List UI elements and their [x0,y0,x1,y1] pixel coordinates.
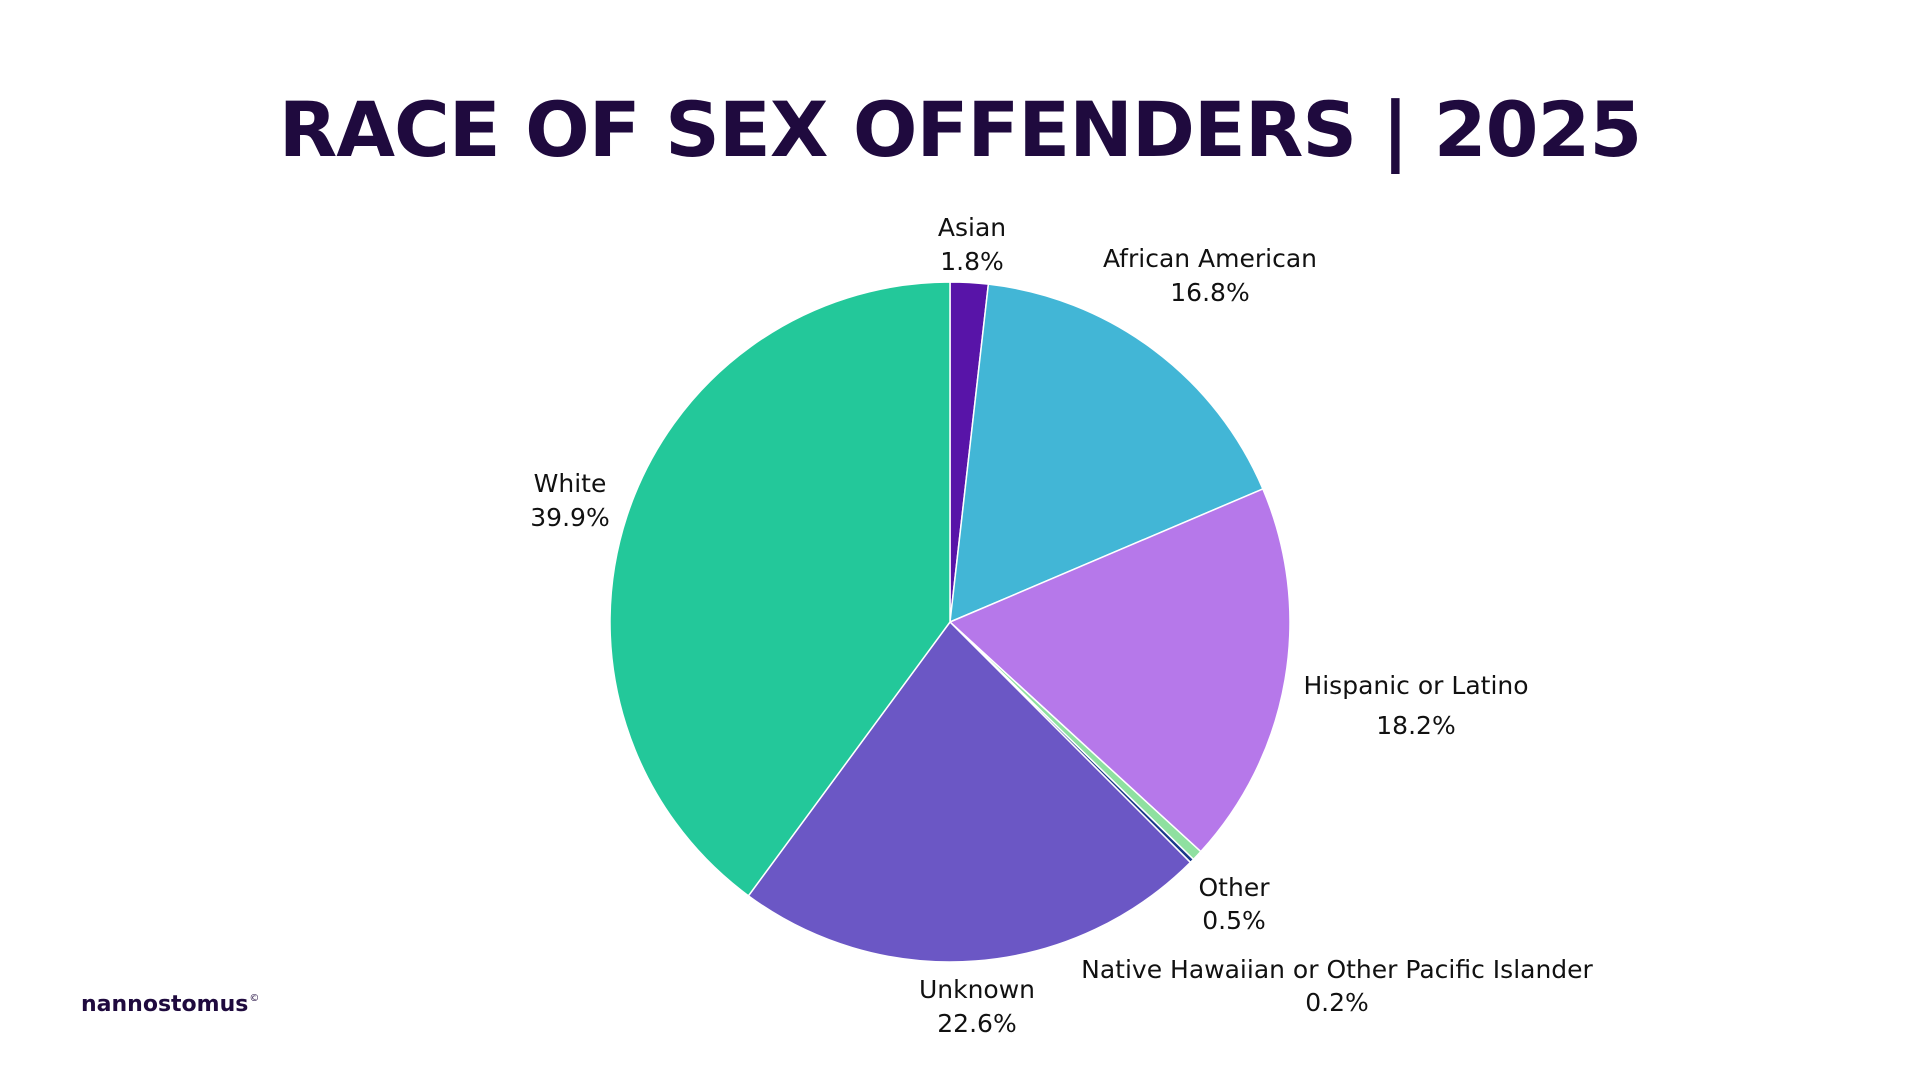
pie-slices [609,281,1291,963]
pie-slice-hispanic-or-latino [948,487,1291,853]
pie-slice-white [609,281,951,897]
slice-label-other: Other [1199,873,1271,902]
pie-slice-african-american [949,283,1264,624]
pie-labels: Asian 1.8% African American 16.8% Hispanic o… [530,213,1593,1038]
slice-value-white: 39.9% [530,503,609,532]
brand-mark: © [249,993,260,1004]
slice-label-native-hawaiian-or-other-pacific-islander: Native Hawaiian or Other Pacific Islande… [1081,955,1593,984]
brand-name: nannostomus [81,992,249,1017]
slice-value-native-hawaiian-or-other-pacific-islander: 0.2% [1305,988,1369,1017]
slice-label-asian: Asian [938,213,1006,242]
slice-label-hispanic-or-latino: Hispanic or Latino [1303,671,1528,700]
slice-value-unknown: 22.6% [937,1009,1016,1038]
pie-slice-unknown [747,620,1192,963]
slice-label-white: White [534,469,607,498]
slice-label-unknown: Unknown [919,975,1035,1004]
brand-logo: nannostomus© [81,992,259,1017]
slice-value-hispanic-or-latino: 18.2% [1376,711,1455,740]
slice-value-other: 0.5% [1202,906,1266,935]
slice-value-asian: 1.8% [940,247,1004,276]
slice-label-african-american: African American [1103,244,1317,273]
slice-value-african-american: 16.8% [1170,278,1249,307]
chart-title: RACE OF SEX OFFENDERS | 2025 [278,85,1643,174]
